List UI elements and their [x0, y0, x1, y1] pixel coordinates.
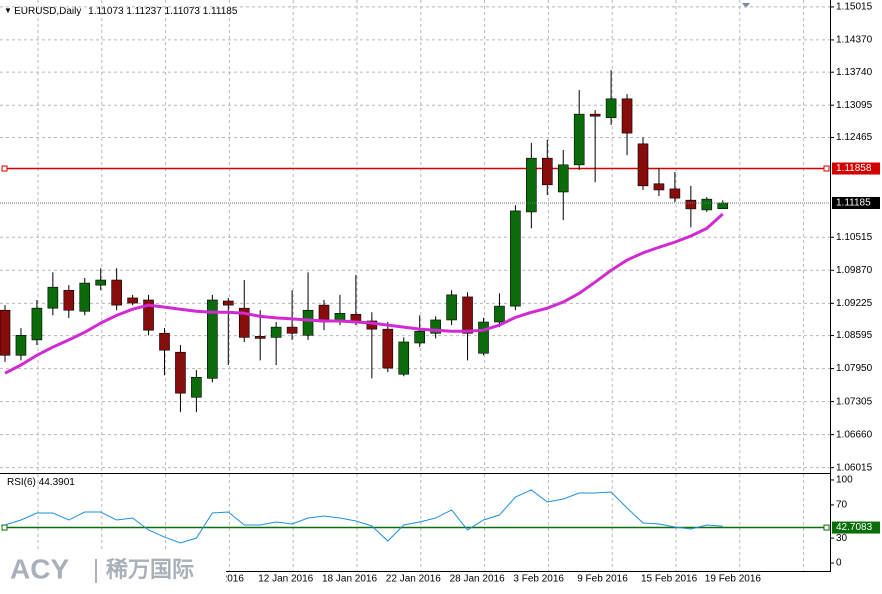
candle-body: [573, 113, 585, 166]
level-handle: [823, 524, 830, 531]
x-tick-label: 15 Feb 2016: [641, 574, 698, 585]
candle-body: [270, 326, 282, 338]
candle-body: [669, 188, 681, 199]
x-tick-label: 12 Jan 2016: [258, 574, 313, 585]
y-tick-label: 1.15015: [836, 2, 873, 13]
candle-body: [589, 113, 601, 117]
ohlc-open: 1.11073: [88, 6, 124, 17]
y-tick-label: 1.14370: [836, 35, 873, 46]
y-tick-label: 1.07305: [836, 396, 873, 407]
y-tick-label: 70: [836, 500, 848, 511]
level-label: 42.7083: [836, 522, 873, 533]
candle-body: [701, 198, 713, 211]
candle-body: [685, 199, 697, 210]
level-label-box: [832, 521, 880, 534]
candle-body: [557, 164, 569, 193]
logo-background: [0, 551, 226, 594]
current-price-label: 1.11185: [836, 198, 871, 209]
candle-body: [111, 279, 122, 306]
ohlc-high: 1.11237: [126, 6, 162, 17]
candle-body: [15, 335, 27, 356]
candle-body: [175, 351, 186, 394]
ohlc-close: 1.11185: [203, 6, 238, 17]
y-tick-label: 1.06660: [836, 429, 873, 440]
y-tick-label: 1.09870: [836, 265, 873, 276]
x-tick-label: 9 Feb 2016: [577, 574, 628, 585]
logo-brand: ACY: [10, 553, 69, 584]
level-handle: [1, 165, 8, 172]
x-tick-label: 28 Jan 2016: [450, 574, 505, 585]
rsi-title: RSI(6): [7, 477, 36, 488]
y-tick-label: 1.10515: [836, 232, 873, 243]
candle-body: [238, 307, 250, 338]
candle-body: [31, 307, 43, 341]
candle-body: [621, 98, 633, 134]
candle-body: [717, 202, 729, 210]
rsi-line: [4, 489, 723, 544]
candle-body: [494, 305, 505, 323]
logo-name: 稀万国际: [106, 557, 194, 582]
x-tick-label: 3 Feb 2016: [513, 574, 564, 585]
y-tick-label: 100: [836, 475, 853, 486]
y-tick-label: 1.08595: [836, 330, 873, 341]
x-tick-label: 18 Jan 2016: [322, 574, 377, 585]
candle-body: [63, 289, 75, 311]
candle-body: [143, 299, 154, 331]
rsi-value: 44.3901: [39, 477, 76, 488]
candle-body: [0, 309, 11, 356]
moving-average: [4, 212, 724, 375]
candle-body: [541, 157, 553, 186]
current-price-box: [832, 196, 880, 209]
chart-header: ▼ EURUSD,Daily 1.11073 1.11237 1.11073 1…: [4, 6, 238, 17]
candle-body: [398, 341, 410, 375]
y-tick-label: 0: [836, 558, 842, 569]
candle-body: [414, 330, 426, 344]
level-label-box: [832, 162, 880, 175]
candle-body: [95, 279, 106, 286]
y-tick-label: 1.13740: [836, 67, 873, 78]
candle-body: [207, 299, 218, 379]
candle-body: [223, 300, 234, 306]
level-label: 1.11858: [836, 163, 872, 174]
rsi-header: RSI(6) 44.3901: [7, 477, 75, 488]
x-tick-label: 22 Jan 2016: [386, 574, 441, 585]
candle-body: [47, 286, 59, 309]
candle-body: [254, 336, 266, 339]
candle-body: [637, 143, 649, 187]
logo: ACY 稀万国际: [0, 551, 226, 594]
candle-body: [653, 183, 665, 191]
x-tick-label: 19 Feb 2016: [705, 574, 762, 585]
shift-marker: [742, 3, 750, 8]
candle-body: [446, 294, 457, 321]
symbol: EURUSD,Daily: [14, 6, 81, 17]
candle-body: [302, 309, 314, 336]
candle-body: [191, 376, 202, 398]
y-tick-label: 1.07950: [836, 363, 873, 374]
candle-body: [79, 282, 91, 312]
candle-body: [510, 210, 521, 307]
candle-body: [382, 328, 394, 369]
level-handle: [1, 524, 8, 531]
candle-body: [478, 321, 489, 354]
candle-body: [286, 326, 298, 334]
y-tick-label: 1.12465: [836, 132, 873, 143]
level-handle: [823, 165, 830, 172]
candle-body: [430, 319, 441, 334]
ohlc-low: 1.11073: [165, 6, 201, 17]
y-tick-label: 1.09225: [836, 298, 873, 309]
vertical-grid: [37, 0, 805, 571]
candle-body: [127, 297, 138, 304]
candle-body: [526, 157, 537, 213]
y-tick-label: 1.06015: [836, 462, 873, 473]
y-tick-label: 1.13095: [836, 100, 873, 111]
candle-body: [605, 98, 617, 119]
y-tick-label: 30: [836, 533, 848, 544]
candle-body: [159, 332, 170, 351]
candle-body: [462, 296, 473, 334]
